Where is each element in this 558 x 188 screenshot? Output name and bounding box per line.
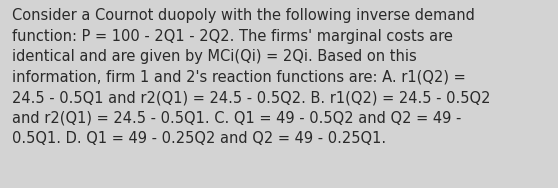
Text: Consider a Cournot duopoly with the following inverse demand
function: P = 100 -: Consider a Cournot duopoly with the foll… [12,8,491,146]
